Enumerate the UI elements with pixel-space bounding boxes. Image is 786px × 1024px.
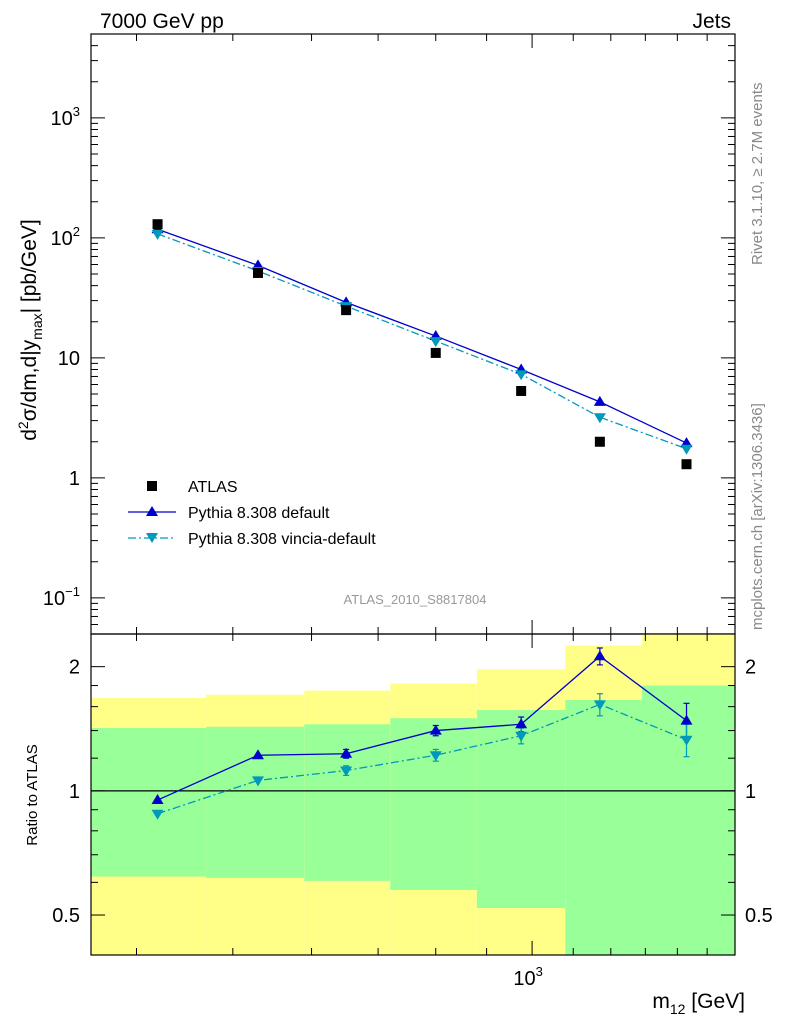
main-ytick-label: 1 [69,468,80,490]
legend-label-vincia: Pythia 8.308 vincia-default [188,531,376,548]
main-ylabel: d2σ/dm,d|ymax| [pb/GeV] [15,219,45,441]
ratio-ylabel: Ratio to ATLAS [24,744,41,845]
atlas-point [430,347,441,358]
ratio-ytick-label-left: 0.5 [52,905,80,927]
ratio-vincia-point [515,731,528,742]
ratio-ytick-label-right: 0.5 [745,905,773,927]
ratio-default-point [429,724,442,735]
legend-label-default: Pythia 8.308 default [188,505,330,522]
uncertainty-band-inner [91,728,207,877]
uncertainty-band-inner [565,700,643,955]
atlas-point [516,385,527,396]
ratio-ytick-label-left: 1 [69,781,80,803]
rivet-label: Rivet 3.1.10, ≥ 2.7M events [749,83,766,266]
default-point [680,437,693,448]
legend-entry-atlas: ATLAS [147,479,238,496]
ratio-default-point [515,718,528,729]
legend-triangle-up-marker [146,506,158,516]
process-label: Jets [692,10,731,33]
ratio-vincia-point [593,700,606,711]
main-ytick-label: 10−1 [43,584,80,610]
ratio-bands [91,634,735,955]
ratio-series-layer [151,647,693,820]
beam-label: 7000 GeV pp [100,10,224,33]
vincia-point [593,413,606,424]
vincia-point [151,229,164,240]
uncertainty-band-inner [390,718,477,890]
main-ytick-label: 102 [51,224,80,250]
ratio-xtick-label: 103 [513,964,542,990]
vincia-point [680,444,693,455]
main-ticks: 10−1 1 10 102 103 [43,33,736,635]
ratio-default-point [251,749,264,760]
main-ytick-label: 103 [51,104,80,130]
ratio-panel: 0.5 0.5 1 1 2 2 103 Ratio to ATLAS m12 [GeV] [24,633,773,1017]
legend-entry-vincia: Pythia 8.308 vincia-default [128,531,376,548]
ratio-vincia-point [340,766,353,777]
atlas-point [681,459,692,470]
ratio-vincia-point [151,809,164,820]
ratio-xlabel: m12 [GeV] [652,990,745,1017]
atlas-point [152,219,163,230]
ratio-default-point [593,650,606,661]
legend-entry-default: Pythia 8.308 default [128,505,330,522]
legend: ATLAS Pythia 8.308 default Pythia 8.308 … [128,479,376,548]
mcplots-label: mcplots.cern.ch [arXiv:1306.3436] [749,403,766,630]
main-ytick-label: 10 [58,348,80,370]
vincia-series-line [157,233,687,450]
default-point [251,259,264,270]
ratio-default-point [340,747,353,758]
atlas-point [252,267,263,278]
legend-square-marker [147,481,157,491]
ratio-ytick-label-right: 2 [745,657,756,679]
ratio-frame [90,633,736,956]
ratio-ticks: 0.5 0.5 1 1 2 2 103 [52,634,773,990]
ratio-default-point [680,714,693,725]
atlas-point [341,305,352,316]
legend-label-atlas: ATLAS [188,479,238,496]
main-series-layer [151,219,693,470]
ratio-vincia-point [251,776,264,787]
ratio-ytick-label-left: 2 [69,657,80,679]
default-point [593,395,606,406]
uncertainty-band-inner [304,724,391,881]
vincia-point [429,337,442,348]
atlas-point [594,436,605,447]
ratio-ytick-label-right: 1 [745,781,756,803]
main-panel: 10−1 1 10 102 103 ATLAS_2010_S8817804 d2σ/dm… [15,33,736,635]
ratio-vincia-point [429,751,442,762]
uncertainty-band-inner [642,685,735,955]
vincia-point [515,370,528,381]
analysis-label: ATLAS_2010_S8817804 [344,592,487,607]
ratio-default-point [151,794,164,805]
ratio-vincia-point [680,735,693,746]
legend-triangle-down-marker [146,533,158,543]
uncertainty-band-inner [206,726,305,878]
